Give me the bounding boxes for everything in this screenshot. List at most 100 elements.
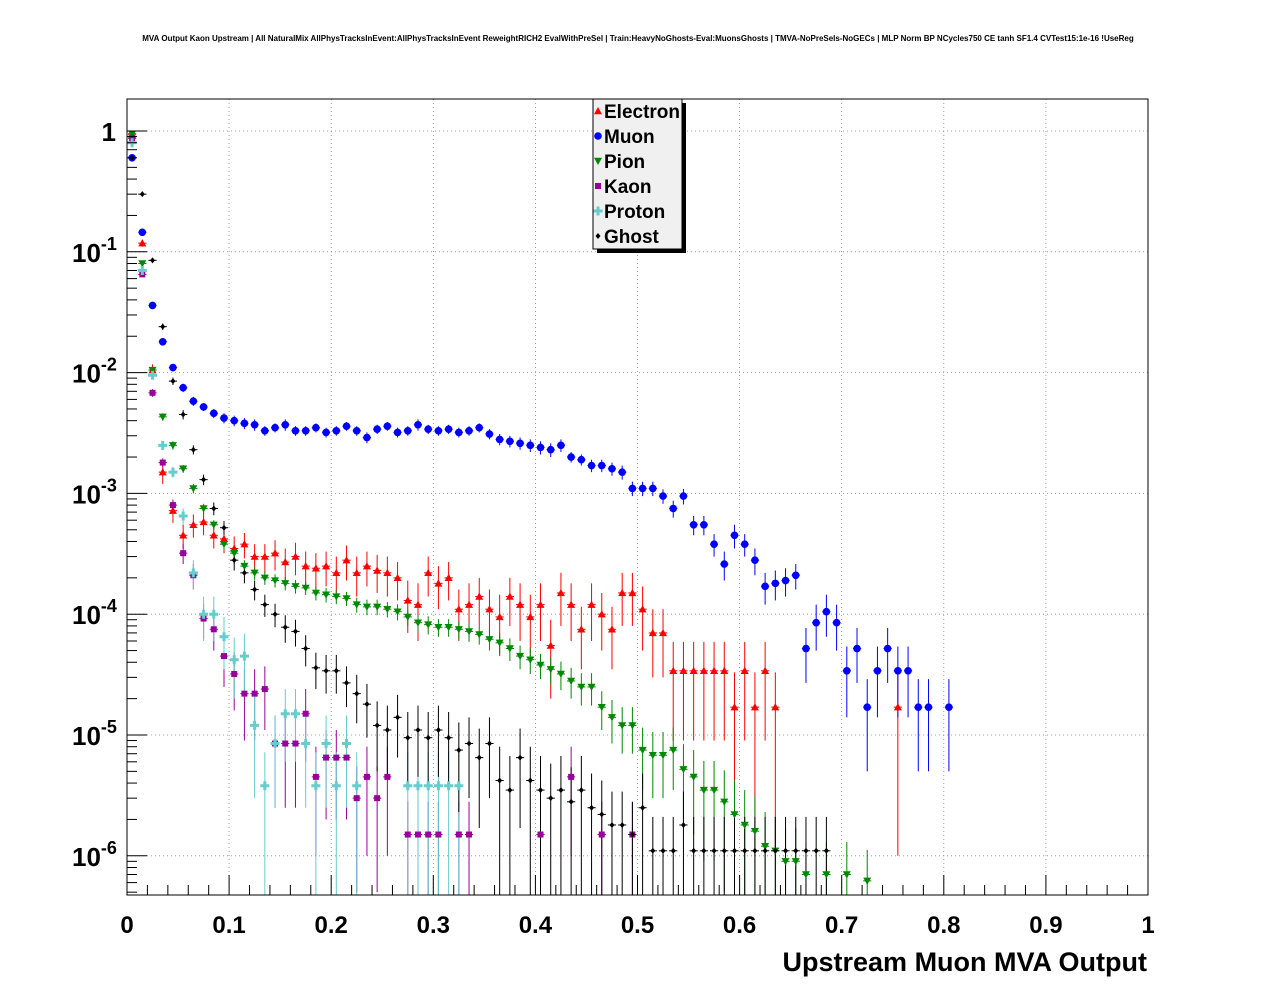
ghost-data-point xyxy=(139,191,145,198)
electron-data-point xyxy=(373,566,382,574)
electron-data-point xyxy=(362,562,371,570)
muon-data-point xyxy=(822,607,831,616)
muon-legend-label: Muon xyxy=(604,127,655,148)
muon-data-point xyxy=(730,531,739,540)
proton-data-point xyxy=(239,651,249,661)
kaon-data-point xyxy=(404,831,411,838)
pion-data-point xyxy=(781,858,790,866)
ghost-data-point xyxy=(711,847,717,854)
pion-data-point xyxy=(332,593,341,601)
ghost-legend-label: Ghost xyxy=(604,227,660,248)
proton-data-point xyxy=(454,781,464,791)
pion-data-point xyxy=(607,714,616,722)
muon-data-point xyxy=(414,420,422,429)
muon-data-point xyxy=(945,703,953,711)
muon-data-point xyxy=(740,540,749,548)
proton-data-point xyxy=(403,781,413,791)
kaon-legend-marker xyxy=(595,183,601,189)
pion-data-point xyxy=(761,843,770,851)
muon-data-point xyxy=(220,414,228,422)
ghost-data-point xyxy=(538,787,544,794)
pion-data-point xyxy=(362,603,371,611)
ghost-data-point xyxy=(568,798,574,805)
pion-data-point xyxy=(669,746,678,755)
pion-data-point xyxy=(618,722,627,730)
ghost-data-point xyxy=(527,777,533,784)
electron-data-point xyxy=(138,239,147,247)
electron-data-point xyxy=(271,549,280,557)
ghost-data-point xyxy=(262,601,268,608)
pion-data-point xyxy=(659,752,668,760)
pion-data-point xyxy=(556,670,565,678)
ghost-data-point xyxy=(344,679,350,686)
ghost-data-point xyxy=(762,847,768,854)
pion-data-point xyxy=(546,666,555,674)
ghost-data-point xyxy=(793,847,799,854)
error-bars xyxy=(128,132,954,895)
pion-data-point xyxy=(209,521,218,529)
kaon-data-point xyxy=(374,795,381,802)
kaon-data-point xyxy=(343,754,350,761)
electron-data-point xyxy=(607,625,616,633)
proton-data-point xyxy=(188,568,198,578)
muon-data-point xyxy=(914,703,923,711)
pion-data-point xyxy=(291,583,300,591)
y-tick-label: 10-2 xyxy=(72,355,117,389)
muon-data-point xyxy=(883,644,892,653)
ghost-data-point xyxy=(333,667,339,674)
y-tick-label: 10-5 xyxy=(72,717,117,751)
muon-data-point xyxy=(281,420,290,429)
pion-data-point xyxy=(158,413,167,421)
pion-data-point xyxy=(842,871,851,879)
muon-data-point xyxy=(250,420,259,429)
electron-data-point xyxy=(352,568,361,577)
proton-data-point xyxy=(423,781,433,791)
data-markers xyxy=(127,130,953,885)
muon-data-point xyxy=(567,453,575,461)
ghost-data-point xyxy=(466,740,472,747)
muon-data-point xyxy=(393,428,402,437)
kaon-data-point xyxy=(568,773,575,780)
ghost-data-point xyxy=(211,505,217,512)
kaon-data-point xyxy=(414,831,421,838)
x-tick-label: 0 xyxy=(120,912,133,939)
pion-data-point xyxy=(822,871,831,879)
pion-data-point xyxy=(791,858,800,866)
pion-data-point xyxy=(240,562,249,571)
proton-data-point xyxy=(290,709,300,719)
electron-data-point xyxy=(689,666,698,674)
electron-data-point xyxy=(577,625,586,633)
ghost-data-point xyxy=(231,557,237,564)
x-tick-label: 0.8 xyxy=(927,912,960,939)
proton-data-point xyxy=(280,709,290,719)
ghost-data-point xyxy=(446,734,452,741)
muon-data-point xyxy=(843,666,851,675)
x-tick-label: 0.1 xyxy=(212,912,245,939)
proton-legend-marker xyxy=(593,206,603,216)
proton-data-point xyxy=(444,781,454,791)
muon-data-point xyxy=(873,666,882,675)
ghost-data-point xyxy=(629,831,635,838)
electron-data-point xyxy=(465,600,474,608)
y-tick-label: 10-1 xyxy=(72,234,117,268)
electron-data-point xyxy=(761,666,770,674)
kaon-data-point xyxy=(180,550,187,557)
muon-data-point xyxy=(781,576,790,585)
muon-data-point xyxy=(352,426,361,435)
pion-data-point xyxy=(587,683,596,691)
kaon-data-point xyxy=(455,831,462,838)
x-tick-label: 0.9 xyxy=(1029,912,1062,939)
electron-data-point xyxy=(567,600,576,608)
muon-data-point xyxy=(628,484,637,493)
proton-legend-label: Proton xyxy=(604,202,665,223)
ghost-data-point xyxy=(752,847,758,854)
proton-data-point xyxy=(137,266,147,276)
electron-data-point xyxy=(403,596,412,604)
electron-data-point xyxy=(556,588,565,597)
pion-data-point xyxy=(403,613,412,621)
pion-data-point xyxy=(475,631,484,639)
electron-data-point xyxy=(281,558,290,566)
pion-data-point xyxy=(801,871,810,879)
ghost-data-point xyxy=(813,847,819,854)
kaon-data-point xyxy=(292,740,299,747)
